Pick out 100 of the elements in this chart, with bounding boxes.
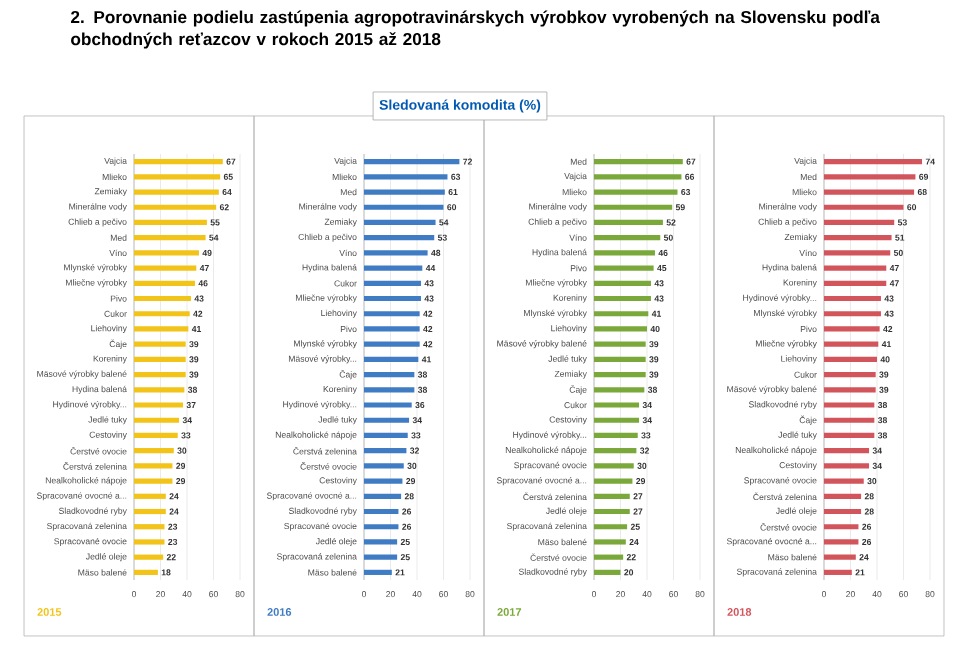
bar (134, 478, 173, 484)
bar (364, 250, 428, 256)
bar (364, 463, 404, 469)
bar (594, 341, 646, 347)
bar (134, 417, 180, 423)
bar (364, 235, 435, 241)
bar (594, 463, 634, 469)
text: 2. Porovnanie podielu zastúpenia agropotravinárskych výrobkov vyrobených na Slovensku podľa obchodných reťazcov v rokoch 2015 až 2018 (71, 10, 880, 49)
bar (823, 371, 876, 378)
bar (823, 311, 881, 317)
bar (364, 539, 398, 545)
bar (594, 387, 645, 393)
bar (594, 402, 640, 408)
bar (134, 204, 217, 210)
bar (823, 493, 862, 499)
bar (364, 295, 421, 302)
bar (364, 508, 399, 515)
bar (364, 417, 410, 423)
bar (823, 204, 904, 210)
bar (134, 356, 186, 362)
bar (823, 539, 859, 545)
bar (364, 158, 460, 165)
bar (594, 235, 661, 241)
bar (134, 341, 186, 347)
bar (823, 189, 915, 195)
bar (134, 174, 221, 180)
bar (364, 371, 415, 378)
bar (134, 493, 166, 499)
bar (823, 432, 875, 439)
bar (823, 341, 879, 347)
bar (134, 432, 178, 439)
bar (364, 204, 444, 210)
bar (823, 417, 875, 423)
bar (823, 250, 891, 256)
bar (594, 174, 682, 180)
bar (594, 280, 651, 286)
bar (364, 189, 445, 195)
bar (364, 265, 423, 271)
bar (134, 250, 199, 256)
bar (823, 326, 880, 332)
bar (823, 448, 870, 454)
bar (823, 463, 870, 469)
bar (823, 280, 887, 286)
bar (823, 356, 877, 362)
bar (364, 219, 436, 226)
bar (594, 417, 640, 423)
bar (594, 189, 678, 195)
bar (594, 311, 649, 317)
bar (823, 478, 864, 484)
bar (134, 235, 206, 241)
bar (823, 295, 881, 302)
bar (364, 569, 392, 575)
bar (364, 311, 420, 317)
bar (134, 265, 197, 271)
bar (134, 326, 189, 332)
bar (823, 387, 876, 393)
bar (594, 158, 683, 165)
bar (134, 448, 174, 454)
bar (134, 463, 173, 469)
bar (823, 524, 859, 530)
bar (594, 219, 663, 226)
bar (364, 174, 448, 180)
bar (364, 493, 402, 499)
bar (134, 554, 164, 560)
bar (364, 326, 420, 332)
bar (823, 508, 862, 515)
bar (134, 539, 165, 545)
bar (594, 448, 637, 454)
bar (823, 174, 916, 180)
bar (594, 356, 646, 362)
bar (594, 554, 624, 560)
bar (823, 235, 892, 241)
bar (134, 387, 185, 393)
bar (823, 569, 852, 575)
bar (594, 204, 673, 210)
bar (594, 508, 630, 515)
bar (364, 448, 407, 454)
bar (364, 478, 403, 484)
bar (594, 250, 655, 256)
bar (364, 341, 420, 347)
bar (134, 371, 186, 378)
bar (594, 326, 647, 332)
bar (134, 219, 207, 226)
bar (134, 569, 158, 575)
bar (134, 508, 166, 515)
bar (364, 524, 399, 530)
bar (134, 189, 219, 195)
bar (823, 554, 856, 560)
bar (823, 219, 895, 226)
bar (364, 356, 419, 362)
bar (364, 554, 398, 560)
bar (823, 158, 923, 165)
bar (594, 539, 626, 545)
bar (364, 280, 421, 286)
bar (134, 402, 184, 408)
bar (134, 158, 223, 165)
bar (134, 280, 195, 286)
bar (134, 311, 190, 317)
bar (594, 569, 621, 575)
bar (823, 402, 875, 408)
